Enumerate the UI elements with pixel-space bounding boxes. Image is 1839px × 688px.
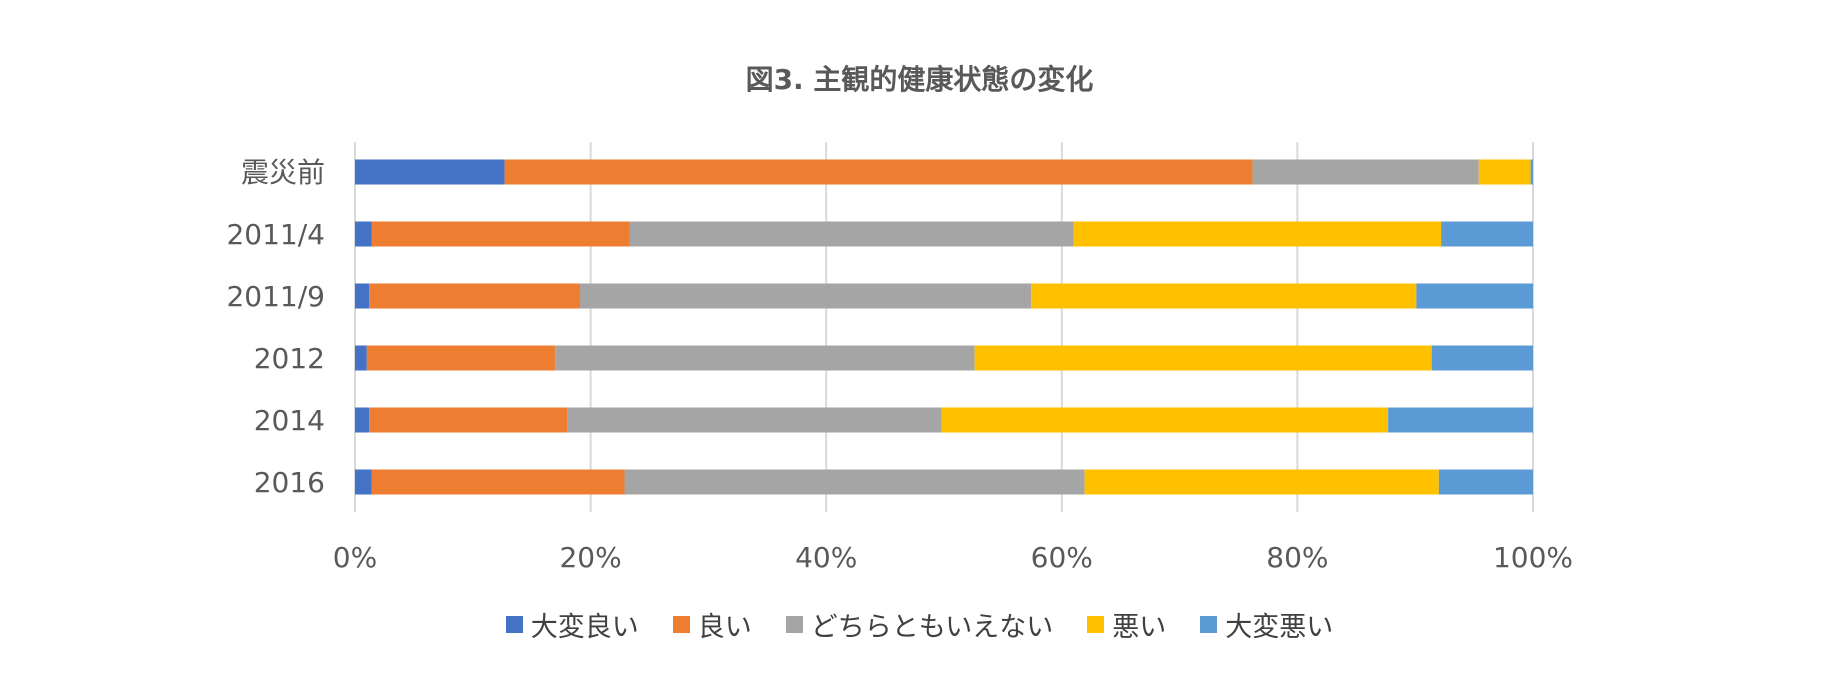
bar-segment [1084, 469, 1439, 495]
legend-swatch [505, 616, 523, 633]
bar-segment [371, 221, 630, 247]
bar-segment [567, 407, 942, 433]
bar-segment [355, 283, 370, 309]
legend-item: 悪い [1087, 605, 1166, 644]
legend: 大変良い 良い どちらともいえない 悪い 大変悪い [0, 605, 1839, 644]
bar-segment [366, 345, 556, 371]
bar-segment [1530, 159, 1533, 185]
category-label: 2016 [254, 466, 325, 499]
bar-segment [1441, 221, 1533, 247]
x-tick-label: 100% [1493, 541, 1573, 574]
x-tick-label: 80% [1266, 541, 1328, 574]
category-label: 2012 [254, 342, 325, 375]
bar-segment [1252, 159, 1479, 185]
bar-segment [1478, 159, 1531, 185]
bar-segment [369, 283, 580, 309]
bar-segment [369, 407, 568, 433]
bar-segment [941, 407, 1389, 433]
legend-swatch [1087, 616, 1105, 633]
legend-label: 大変良い [530, 612, 639, 643]
legend-item: 大変悪い [1200, 605, 1333, 644]
x-tick-label: 60% [1031, 541, 1093, 574]
bar-segment [1416, 283, 1533, 309]
bar-segment [629, 221, 1074, 247]
legend-swatch [785, 616, 803, 633]
legend-item: 大変良い [505, 605, 639, 644]
bar-segment [1073, 221, 1442, 247]
legend-label: どちらともいえない [810, 612, 1054, 643]
bar-segment [1388, 407, 1533, 433]
bar-segment [974, 345, 1432, 371]
chart-title: 図3. 主観的健康状態の変化 [745, 63, 1094, 96]
bar-segment [371, 469, 625, 495]
bar-segment [355, 407, 370, 433]
bar-segment [624, 469, 1085, 495]
legend-item: どちらともいえない [785, 605, 1054, 644]
bar-segment [355, 469, 372, 495]
legend-label: 大変悪い [1225, 612, 1334, 643]
x-tick-label: 20% [559, 541, 621, 574]
legend-item: 良い [672, 605, 752, 644]
bar-segment [355, 345, 367, 371]
bar-segment [1431, 345, 1533, 371]
bar-segment [555, 345, 975, 371]
bar-segment [355, 159, 505, 185]
legend-label: 良い [697, 612, 752, 643]
category-label: 2011/4 [226, 218, 325, 251]
category-label: 震災前 [241, 156, 325, 189]
x-tick-label: 40% [795, 541, 857, 574]
category-label: 2011/9 [226, 280, 325, 313]
bar-segment [579, 283, 1032, 309]
x-tick-label: 0% [333, 541, 377, 574]
bar-segment [1031, 283, 1417, 309]
category-label: 2014 [254, 404, 325, 437]
bar-segment [1438, 469, 1533, 495]
legend-swatch [672, 616, 690, 633]
legend-swatch [1200, 616, 1218, 633]
bar-segment [504, 159, 1253, 185]
legend-label: 悪い [1112, 612, 1167, 643]
bar-segment [355, 221, 372, 247]
